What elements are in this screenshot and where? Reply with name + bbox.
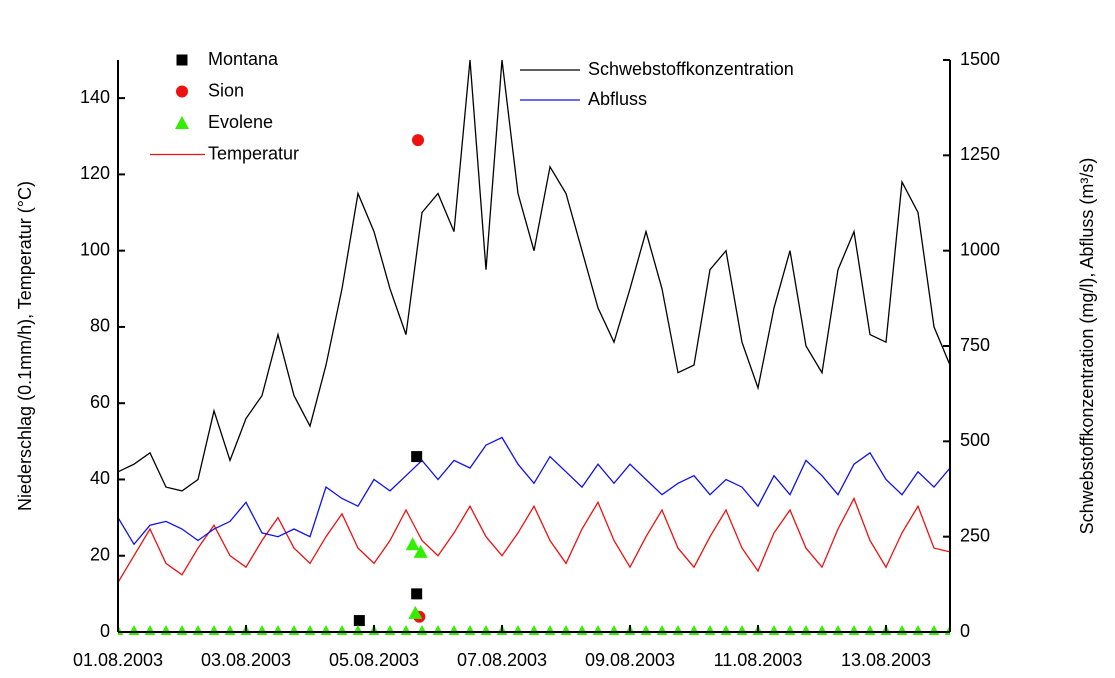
legend-label: Evolene — [208, 112, 273, 132]
legend-label: Abfluss — [588, 89, 647, 109]
y2-axis-label: Schwebstoffkonzentration (mg/l), Abfluss… — [1077, 158, 1097, 535]
series-line — [118, 496, 950, 583]
y2-tick-label: 500 — [960, 430, 990, 450]
x-tick-label: 03.08.2003 — [201, 650, 291, 670]
marker-square — [411, 451, 423, 463]
x-tick-label: 13.08.2003 — [841, 650, 931, 670]
y-tick-label: 80 — [90, 316, 110, 336]
x-tick-label: 07.08.2003 — [457, 650, 547, 670]
marker-triangle — [413, 544, 428, 558]
y-tick-label: 60 — [90, 392, 110, 412]
legend-label: Sion — [208, 80, 244, 100]
legend-label: Schwebstoffkonzentration — [588, 59, 794, 79]
x-tick-label: 01.08.2003 — [73, 650, 163, 670]
y2-tick-label: 1500 — [960, 49, 1000, 69]
marker-circle — [412, 134, 424, 147]
series-line — [118, 436, 950, 546]
x-tick-label: 09.08.2003 — [585, 650, 675, 670]
x-tick-label: 05.08.2003 — [329, 650, 419, 670]
y-tick-label: 120 — [80, 163, 110, 183]
y-tick-label: 20 — [90, 544, 110, 564]
marker-triangle — [405, 537, 420, 551]
marker-triangle — [175, 116, 189, 129]
series-line — [118, 60, 950, 492]
marker-circle — [176, 85, 188, 98]
x-tick-label: 11.08.2003 — [714, 650, 803, 670]
y-tick-label: 0 — [100, 621, 110, 641]
y2-tick-label: 750 — [960, 335, 990, 355]
y2-tick-label: 1250 — [960, 144, 1000, 164]
y2-tick-label: 250 — [960, 525, 990, 545]
y-axis-label: Niederschlag (0.1mm/h), Temperatur (°C) — [15, 181, 35, 511]
legend-label: Temperatur — [208, 143, 299, 163]
y-tick-label: 140 — [80, 87, 110, 107]
y2-tick-label: 1000 — [960, 239, 1000, 259]
marker-square — [176, 54, 188, 66]
y-tick-label: 40 — [90, 468, 110, 488]
marker-square — [353, 615, 365, 627]
marker-square — [411, 588, 423, 600]
y2-tick-label: 0 — [960, 621, 970, 641]
legend-label: Montana — [208, 49, 279, 69]
y-tick-label: 100 — [80, 239, 110, 259]
marker-triangle — [408, 605, 423, 619]
